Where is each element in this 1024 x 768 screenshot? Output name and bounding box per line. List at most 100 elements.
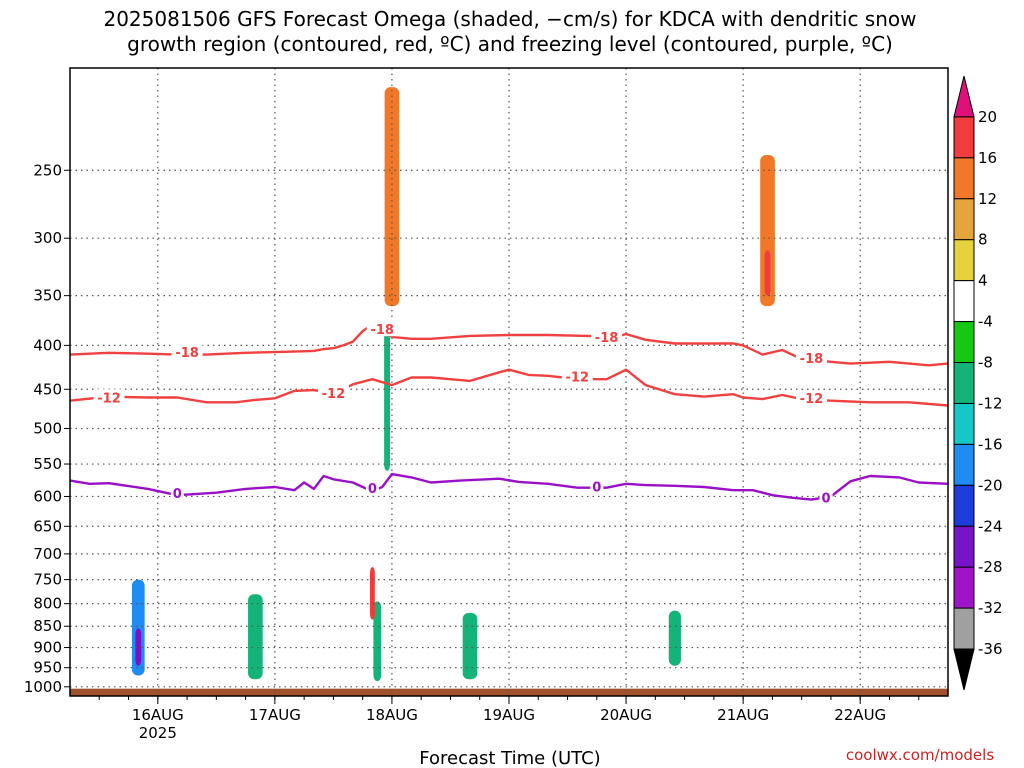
contour-label-7: -12 bbox=[800, 392, 824, 407]
colorbar-label-10: -24 bbox=[978, 517, 1003, 535]
colorbar-bottom-triangle bbox=[953, 648, 975, 691]
chart-title-line-1: 2025081506 GFS Forecast Omega (shaded, −… bbox=[103, 7, 916, 31]
ytick-label-1000: 1000 bbox=[24, 678, 62, 696]
x-axis-title: Forecast Time (UTC) bbox=[419, 748, 600, 768]
colorbar-label-2: 12 bbox=[978, 190, 997, 208]
colorbar-swatch-1 bbox=[953, 116, 975, 159]
temperature-contours: -18 -18 -18 -18 -12 -12 -12 -12 0 0 0 0 bbox=[69, 321, 949, 506]
colorbar-swatch-9 bbox=[953, 443, 975, 486]
contour-label-bg-0 bbox=[171, 343, 203, 359]
xtick-label-18AUG: 18AUG bbox=[366, 706, 418, 724]
colorbar-label-11: -28 bbox=[978, 558, 1003, 576]
omega-cell-4 bbox=[369, 566, 375, 620]
gridlines bbox=[70, 68, 948, 696]
colorbar-label-8: -16 bbox=[978, 435, 1003, 453]
ground-strip bbox=[70, 688, 948, 696]
colorbar-swatch-4 bbox=[953, 239, 975, 282]
contour-line-3 bbox=[69, 472, 949, 501]
ytick-label-450: 450 bbox=[33, 380, 62, 398]
contour-label-1: -18 bbox=[370, 323, 394, 338]
ytick-label-250: 250 bbox=[33, 161, 62, 179]
contour-label-0: -18 bbox=[175, 346, 199, 361]
colorbar-label-6: -8 bbox=[978, 354, 993, 372]
ytick-label-800: 800 bbox=[33, 595, 62, 613]
colorbar-swatch-6 bbox=[953, 321, 975, 364]
contour-label-2: -18 bbox=[595, 331, 619, 346]
omega-cell-6 bbox=[462, 612, 478, 680]
contour-label-4: -12 bbox=[97, 391, 121, 406]
colorbar-label-5: -4 bbox=[978, 313, 993, 331]
colorbar-swatch-11 bbox=[953, 525, 975, 568]
colorbar-swatch-2 bbox=[953, 157, 975, 200]
contour-label-bg-11 bbox=[819, 489, 833, 505]
ytick-label-950: 950 bbox=[33, 659, 62, 677]
omega-cell-8 bbox=[384, 87, 400, 307]
plot-area: -18 -18 -18 -18 -12 -12 -12 -12 0 0 0 0 bbox=[69, 67, 949, 697]
xtick-label-20AUG: 20AUG bbox=[600, 706, 652, 724]
ytick-label-650: 650 bbox=[33, 517, 62, 535]
xtick-label-19AUG: 19AUG bbox=[483, 706, 535, 724]
colorbar-swatch-3 bbox=[953, 198, 975, 241]
colorbar: 20 16 12 8 4 -4 -8 -12 -16 -20 -24 -28 -32 -36 bbox=[953, 75, 1003, 691]
contour-label-bg-4 bbox=[93, 389, 125, 405]
contour-label-3: -18 bbox=[800, 352, 824, 367]
contour-label-11: 0 bbox=[822, 491, 831, 506]
contour-label-bg-5 bbox=[317, 385, 349, 401]
omega-cell-10 bbox=[764, 250, 771, 296]
omega-cell-2 bbox=[248, 594, 263, 680]
omega-cell-7 bbox=[668, 610, 681, 666]
omega-cell-1 bbox=[135, 628, 142, 666]
xtick-label-21AUG: 21AUG bbox=[717, 706, 769, 724]
contour-label-bg-1 bbox=[366, 321, 398, 337]
colorbar-label-13: -36 bbox=[978, 640, 1003, 658]
contour-label-bg-10 bbox=[590, 478, 604, 494]
contour-label-bg-8 bbox=[170, 484, 184, 500]
colorbar-label-3: 8 bbox=[978, 231, 988, 249]
colorbar-label-12: -32 bbox=[978, 599, 1003, 617]
colorbar-swatch-5 bbox=[953, 280, 975, 323]
contour-label-bg-6 bbox=[561, 368, 593, 384]
xtick-label-22AUG: 22AUG bbox=[834, 706, 886, 724]
contour-label-8: 0 bbox=[173, 487, 182, 502]
omega-cell-5 bbox=[384, 326, 390, 471]
xtick-sublabel-16AUG: 2025 bbox=[139, 724, 177, 742]
contour-label-10: 0 bbox=[592, 481, 601, 496]
ytick-label-300: 300 bbox=[33, 229, 62, 247]
ytick-label-350: 350 bbox=[33, 287, 62, 305]
ytick-label-900: 900 bbox=[33, 639, 62, 657]
contour-label-6: -12 bbox=[566, 370, 590, 385]
colorbar-swatch-13 bbox=[953, 607, 975, 650]
colorbar-top-triangle bbox=[953, 75, 975, 118]
colorbar-label-4: 4 bbox=[978, 272, 988, 290]
colorbar-label-0: 20 bbox=[978, 108, 997, 126]
omega-shading bbox=[131, 87, 775, 682]
contour-line-2 bbox=[69, 368, 949, 407]
credit-text: coolwx.com/models bbox=[846, 746, 994, 764]
contour-label-bg-9 bbox=[365, 479, 379, 495]
ytick-label-500: 500 bbox=[33, 420, 62, 438]
colorbar-swatch-10 bbox=[953, 484, 975, 527]
colorbar-label-9: -20 bbox=[978, 476, 1003, 494]
ground-surface bbox=[70, 688, 948, 696]
contour-label-bg-7 bbox=[795, 390, 827, 406]
y-axis-pressure: 250 300 350 400 450 500 550 600 650 700 750 800 850 9… bbox=[24, 161, 70, 696]
omega-cell-0 bbox=[131, 579, 145, 676]
ytick-label-600: 600 bbox=[33, 487, 62, 505]
omega-cell-3 bbox=[373, 601, 382, 682]
colorbar-label-7: -12 bbox=[978, 394, 1003, 412]
contour-label-9: 0 bbox=[368, 482, 377, 497]
contour-label-5: -12 bbox=[322, 387, 346, 402]
colorbar-swatch-12 bbox=[953, 566, 975, 609]
colorbar-swatch-7 bbox=[953, 362, 975, 404]
ytick-label-750: 750 bbox=[33, 571, 62, 589]
ytick-label-850: 850 bbox=[33, 617, 62, 635]
contour-line-1 bbox=[69, 323, 949, 367]
contour-label-bg-2 bbox=[591, 328, 623, 344]
omega-cell-9 bbox=[760, 155, 775, 307]
contour-label-bg-3 bbox=[795, 350, 827, 366]
chart-title-line-2: growth region (contoured, red, ºC) and f… bbox=[127, 32, 893, 56]
ytick-label-400: 400 bbox=[33, 336, 62, 354]
colorbar-label-1: 16 bbox=[978, 149, 997, 167]
